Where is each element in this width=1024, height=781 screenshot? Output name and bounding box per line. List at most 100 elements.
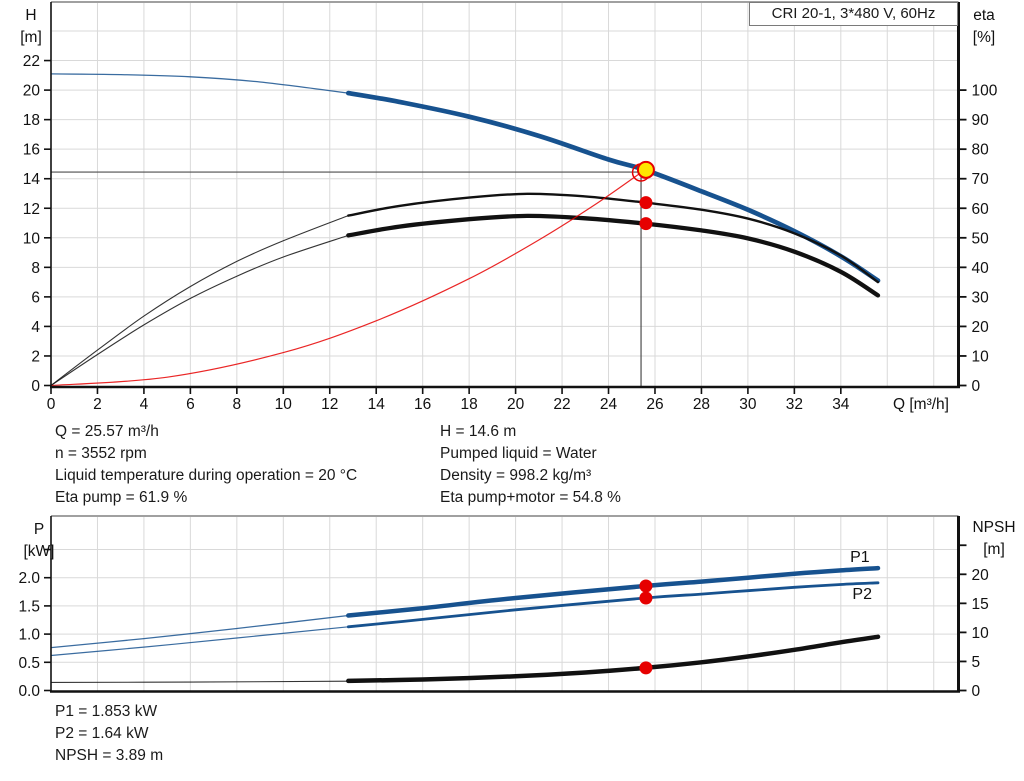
x-tick-label: 16: [414, 396, 431, 413]
x-tick-label: 4: [140, 396, 149, 413]
chart-power-npsh: 0.0 0.5 1.0 1.5 2.0 0 5 10 15 20 P [kW] NPSH [m] P1 P2: [18, 515, 1016, 700]
info-line-liquid-temp: Liquid temperature during operation = 20…: [55, 467, 358, 484]
x-axis-title: Q [m³/h]: [893, 396, 949, 413]
npsh-curve-thin-segment: [50, 680, 349, 683]
eta-pump-motor-duty-marker: [639, 217, 653, 231]
npsh-curve-thick-segment: [346, 634, 881, 684]
x-tick-label: 30: [739, 396, 757, 413]
x-tick-label: 18: [461, 396, 478, 413]
pump-model-badge: CRI 20-1, 3*480 V, 60Hz: [749, 2, 958, 26]
right-tick-label: 10: [972, 625, 990, 642]
left-tick-label: 20: [23, 83, 41, 100]
left-tick-label: 22: [23, 53, 40, 70]
right-tick-label: 5: [972, 654, 981, 671]
x-tick-label: 14: [368, 396, 386, 413]
left-tick-label: 14: [23, 171, 41, 188]
right-axis-unit: [m]: [983, 541, 1005, 558]
pump-curve-h: [50, 73, 881, 283]
right-tick-label: 15: [972, 596, 989, 613]
x-tick-label: 24: [600, 396, 618, 413]
left-tick-label: 2: [31, 348, 40, 365]
info-line-eta-pump: Eta pump = 61.9 %: [55, 489, 188, 506]
right-tick-label: 60: [972, 201, 990, 218]
info-line-density: Density = 998.2 kg/m³: [440, 467, 592, 484]
right-tick-label: 0: [972, 378, 981, 395]
x-tick-label: 2: [93, 396, 102, 413]
x-tick-label: 28: [693, 396, 710, 413]
left-tick-label: 2.0: [18, 570, 40, 587]
right-tick-label: 100: [972, 83, 998, 100]
left-tick-label: 0.0: [18, 683, 40, 700]
x-tick-label: 20: [507, 396, 525, 413]
p2-duty-marker: [639, 591, 653, 605]
info-line-p2: P2 = 1.64 kW: [55, 725, 149, 742]
info-line-eta-pump-motor: Eta pump+motor = 54.8 %: [440, 489, 621, 506]
p2-curve-thick-segment: [346, 581, 880, 629]
left-tick-label: 18: [23, 112, 40, 129]
chart-hq: 0246810121416182022010203040506070809010…: [20, 1, 998, 413]
right-tick-label: 70: [972, 171, 990, 188]
x-tick-label: 6: [186, 396, 195, 413]
info-line-p1: P1 = 1.853 kW: [55, 703, 158, 720]
p1-curve-thick-segment: [346, 565, 881, 618]
left-axis-title: P: [34, 521, 44, 538]
eta-pump-duty-marker: [639, 196, 653, 210]
x-tick-label: 8: [233, 396, 242, 413]
left-axis-unit: [kW]: [24, 543, 55, 560]
npsh-duty-marker: [639, 661, 653, 675]
p1-curve-thin-segment: [50, 614, 349, 649]
left-tick-label: 0.5: [18, 655, 40, 672]
info-line-pumped-liquid: Pumped liquid = Water: [440, 445, 597, 462]
x-tick-label: 32: [786, 396, 803, 413]
right-axis-title: eta: [973, 7, 995, 24]
left-tick-label: 4: [31, 319, 40, 336]
p2-curve: [50, 581, 880, 657]
left-tick-label: 1.0: [18, 627, 40, 644]
p1-curve: [50, 565, 881, 649]
curve-label-p2: P2: [852, 586, 872, 603]
right-tick-label: 20: [972, 567, 990, 584]
left-tick-label: 10: [23, 230, 41, 247]
left-tick-label: 12: [23, 201, 40, 218]
left-tick-label: 0: [31, 378, 40, 395]
curve-label-p1: P1: [850, 549, 870, 566]
right-axis-unit: [%]: [973, 29, 995, 46]
x-tick-label: 34: [832, 396, 850, 413]
x-tick-label: 0: [47, 396, 56, 413]
p1-duty-marker: [639, 579, 653, 593]
info-line-speed: n = 3552 rpm: [55, 445, 147, 462]
system-curve-thin-segment: [50, 167, 649, 387]
p2-curve-thin-segment: [50, 626, 349, 657]
duty-point-marker: [636, 160, 655, 179]
right-tick-label: 10: [972, 348, 990, 365]
left-tick-label: 6: [31, 289, 40, 306]
info-line-head: H = 14.6 m: [440, 423, 517, 440]
duty-info-left: Q = 25.57 m³/h n = 3552 rpm Liquid tempe…: [55, 421, 357, 509]
left-axis-title: H: [25, 7, 36, 24]
right-tick-label: 0: [972, 683, 981, 700]
info-line-npsh: NPSH = 3.89 m: [55, 747, 164, 764]
eta-pump-motor-curve-thick-segment: [346, 213, 881, 298]
right-tick-label: 90: [972, 112, 990, 129]
eta-pump-motor-curve-thin-segment: [50, 234, 349, 386]
eta-pump-curve-thin-segment: [50, 215, 349, 386]
x-tick-label: 26: [646, 396, 663, 413]
info-line-flow: Q = 25.57 m³/h: [55, 423, 159, 440]
left-tick-label: 1.5: [18, 598, 40, 615]
pump-curve-h-thin-segment: [50, 73, 349, 94]
right-tick-label: 40: [972, 260, 990, 277]
npsh-curve: [50, 634, 881, 684]
x-tick-label: 12: [321, 396, 338, 413]
eta-pump-curve: [50, 192, 880, 386]
system-curve: [50, 167, 649, 387]
eta-pump-motor-curve: [50, 213, 881, 386]
power-info: P1 = 1.853 kW P2 = 1.64 kW NPSH = 3.89 m: [55, 701, 163, 767]
right-tick-label: 50: [972, 230, 990, 247]
left-tick-label: 16: [23, 142, 40, 159]
x-tick-label: 10: [275, 396, 293, 413]
right-tick-label: 30: [972, 289, 990, 306]
right-tick-label: 20: [972, 319, 990, 336]
x-tick-label: 22: [553, 396, 570, 413]
